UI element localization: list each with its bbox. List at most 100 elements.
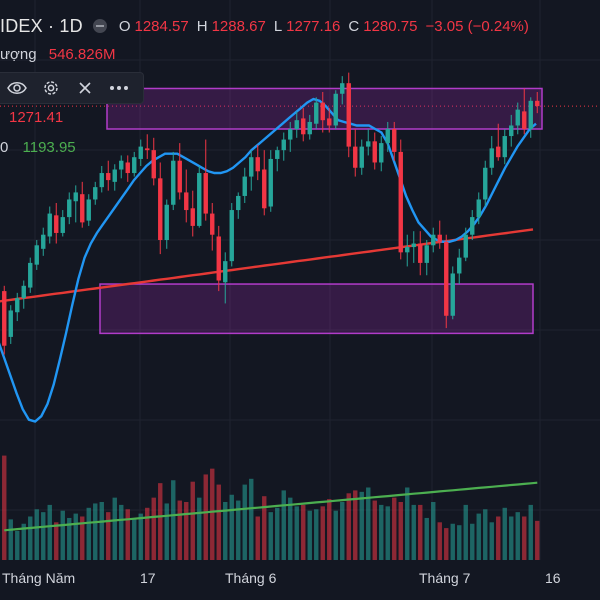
symbol-label[interactable]: IDEX · 1D xyxy=(0,15,83,36)
candle[interactable] xyxy=(15,292,20,322)
candle[interactable] xyxy=(463,227,468,262)
candle[interactable] xyxy=(177,143,182,200)
candle[interactable] xyxy=(275,146,280,172)
candle[interactable] xyxy=(86,194,91,226)
candle[interactable] xyxy=(34,240,39,270)
candle[interactable] xyxy=(411,231,416,263)
candle[interactable] xyxy=(268,150,273,212)
candle[interactable] xyxy=(184,169,189,223)
candle[interactable] xyxy=(249,150,254,191)
candle[interactable] xyxy=(21,280,26,309)
candle[interactable] xyxy=(236,192,241,219)
candle[interactable] xyxy=(385,121,390,152)
candles[interactable] xyxy=(2,72,540,355)
candle[interactable] xyxy=(450,266,455,320)
more-icon[interactable] xyxy=(102,73,136,103)
candle[interactable] xyxy=(164,199,169,249)
candle[interactable] xyxy=(405,234,410,267)
candle[interactable] xyxy=(359,139,364,175)
candle[interactable] xyxy=(320,92,325,133)
candle[interactable] xyxy=(288,121,293,152)
candle[interactable] xyxy=(496,123,501,161)
candle[interactable] xyxy=(47,206,52,244)
candle[interactable] xyxy=(54,203,59,244)
candle[interactable] xyxy=(418,231,423,276)
candle[interactable] xyxy=(281,132,286,161)
close-icon[interactable] xyxy=(68,73,102,103)
candle[interactable] xyxy=(301,107,306,142)
candle[interactable] xyxy=(190,190,195,237)
candle[interactable] xyxy=(353,129,358,177)
volume-bar xyxy=(164,503,169,560)
gear-icon[interactable] xyxy=(34,73,68,103)
volume-bar xyxy=(54,522,59,560)
candle[interactable] xyxy=(333,90,338,129)
volume-bar xyxy=(281,490,286,560)
candle[interactable] xyxy=(99,166,104,193)
candle[interactable] xyxy=(366,129,371,156)
volume-bar xyxy=(333,510,338,560)
candle[interactable] xyxy=(398,139,403,260)
candle[interactable] xyxy=(392,121,397,161)
candle[interactable] xyxy=(67,192,72,225)
candle[interactable] xyxy=(340,76,345,105)
candle[interactable] xyxy=(457,248,462,285)
candle[interactable] xyxy=(8,305,13,344)
candle[interactable] xyxy=(437,220,442,249)
candle[interactable] xyxy=(203,139,208,221)
support-resistance-zones[interactable] xyxy=(99,87,543,335)
candle[interactable] xyxy=(522,88,527,135)
candle[interactable] xyxy=(372,132,377,170)
candle[interactable] xyxy=(119,155,124,179)
candle[interactable] xyxy=(327,107,332,133)
price-zone[interactable] xyxy=(99,283,534,335)
candle[interactable] xyxy=(515,102,520,135)
candle[interactable] xyxy=(444,234,449,329)
candle[interactable] xyxy=(424,240,429,276)
candle[interactable] xyxy=(93,181,98,205)
candle[interactable] xyxy=(60,210,65,237)
candle[interactable] xyxy=(138,139,143,166)
candle[interactable] xyxy=(145,134,150,159)
candle[interactable] xyxy=(255,144,260,181)
candle[interactable] xyxy=(73,185,78,223)
candle[interactable] xyxy=(229,203,234,267)
candle[interactable] xyxy=(242,167,247,203)
candle[interactable] xyxy=(210,203,215,251)
candle-body xyxy=(418,243,423,263)
candle[interactable] xyxy=(470,210,475,240)
candle[interactable] xyxy=(379,136,384,172)
eye-icon[interactable] xyxy=(0,73,34,103)
candle[interactable] xyxy=(112,164,117,191)
candle[interactable] xyxy=(489,136,494,175)
candle[interactable] xyxy=(294,111,299,138)
candle-body xyxy=(281,139,286,151)
candle[interactable] xyxy=(431,227,436,253)
candle[interactable] xyxy=(80,181,85,228)
candle[interactable] xyxy=(307,114,312,140)
candle[interactable] xyxy=(41,227,46,256)
candle[interactable] xyxy=(125,155,130,182)
candle[interactable] xyxy=(502,129,507,165)
candle[interactable] xyxy=(2,285,7,355)
candle[interactable] xyxy=(262,150,267,216)
candle[interactable] xyxy=(151,137,156,186)
candle[interactable] xyxy=(28,257,33,293)
candle[interactable] xyxy=(223,252,228,304)
volume-bar xyxy=(28,516,33,560)
candle[interactable] xyxy=(476,192,481,225)
candle[interactable] xyxy=(483,160,488,207)
candle[interactable] xyxy=(346,72,351,158)
candle[interactable] xyxy=(106,160,111,191)
candle[interactable] xyxy=(314,97,319,129)
candle[interactable] xyxy=(171,151,176,211)
candle[interactable] xyxy=(509,114,514,147)
candle[interactable] xyxy=(132,151,137,177)
candle[interactable] xyxy=(197,166,202,228)
volume-bar xyxy=(73,513,78,560)
candle[interactable] xyxy=(158,162,163,255)
candle[interactable] xyxy=(216,225,221,292)
candle[interactable] xyxy=(535,92,540,114)
candle[interactable] xyxy=(528,97,533,138)
